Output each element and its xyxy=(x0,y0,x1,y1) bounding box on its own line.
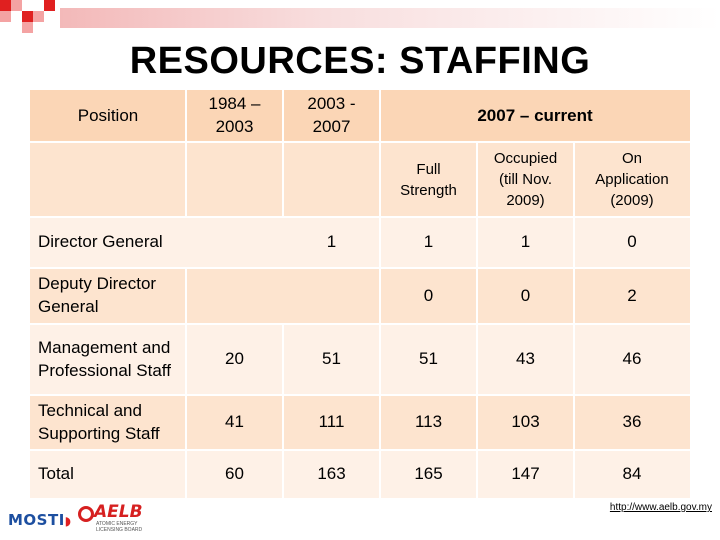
header-period-2003-2007: 2003 - 2007 xyxy=(283,90,380,142)
row-label-director-general: Director General xyxy=(30,217,283,268)
table-cell: 165 xyxy=(380,450,477,498)
page-title: RESOURCES: STAFFING xyxy=(129,40,591,82)
grid-line xyxy=(185,268,187,498)
grid-line xyxy=(282,324,284,498)
deco-square xyxy=(22,22,33,33)
subheader-blank xyxy=(30,142,186,217)
subheader-occupied: Occupied (till Nov. 2009) xyxy=(477,142,574,217)
table-cell: 20 xyxy=(186,324,283,395)
grid-line xyxy=(30,323,690,325)
grid-line xyxy=(379,90,381,498)
subheader-on-application: On Application (2009) xyxy=(574,142,690,217)
subheader-full-strength: Full Strength xyxy=(380,142,477,217)
table-cell: 111 xyxy=(283,395,380,450)
table-cell: 60 xyxy=(186,450,283,498)
deco-square xyxy=(44,0,55,11)
mosti-logo-text: MOSTI xyxy=(8,511,65,529)
grid-line xyxy=(185,90,187,217)
row-label-management-professional: Management and Professional Staff xyxy=(30,324,186,395)
table-cell: 36 xyxy=(574,395,690,450)
decorative-header-band xyxy=(0,0,720,33)
row-label-deputy-director-general: Deputy Director General xyxy=(30,268,186,324)
table-cell: 103 xyxy=(477,395,574,450)
aelb-atom-icon xyxy=(78,506,94,522)
header-period-1984-2003: 1984 – 2003 xyxy=(186,90,283,142)
aelb-logo-text: AELB xyxy=(94,502,143,522)
subheader-blank xyxy=(283,142,380,217)
header-position-label: Position xyxy=(77,105,139,125)
grid-line xyxy=(282,90,284,217)
grid-line xyxy=(30,267,690,269)
row-label-total: Total xyxy=(30,450,186,498)
deco-square xyxy=(0,0,11,11)
table-cell: 1 xyxy=(477,217,574,268)
grid-line xyxy=(30,394,690,396)
table-cell: 1 xyxy=(283,217,380,268)
grid-line xyxy=(30,449,690,451)
mosti-swoosh-icon: ◗ xyxy=(64,514,72,528)
header-period-2007-current: 2007 – current xyxy=(380,90,690,142)
grid-line xyxy=(476,142,478,498)
grid-line xyxy=(30,216,690,218)
grid-line xyxy=(30,141,690,143)
table-cell: 0 xyxy=(477,268,574,324)
table-cell: 113 xyxy=(380,395,477,450)
table-cell: 147 xyxy=(477,450,574,498)
deco-square xyxy=(11,0,22,11)
table-cell: 51 xyxy=(283,324,380,395)
table-cell: 46 xyxy=(574,324,690,395)
table-cell: 2 xyxy=(574,268,690,324)
aelb-logo: AELB ATOMIC ENERGY LICENSING BOARD xyxy=(76,500,156,534)
row-label-technical-supporting: Technical and Supporting Staff xyxy=(30,395,186,450)
table-cell: 41 xyxy=(186,395,283,450)
deco-square xyxy=(22,11,33,22)
table-cell: 1 xyxy=(380,217,477,268)
aelb-logo-subtitle: ATOMIC ENERGY LICENSING BOARD xyxy=(96,521,143,533)
table-cell: 51 xyxy=(380,324,477,395)
mosti-logo: MOSTI◗ xyxy=(8,511,72,529)
table-cell: 0 xyxy=(380,268,477,324)
table-cell xyxy=(186,268,380,324)
table-cell: 163 xyxy=(283,450,380,498)
subheader-blank xyxy=(186,142,283,217)
table-cell: 0 xyxy=(574,217,690,268)
website-link[interactable]: http://www.aelb.gov.my xyxy=(609,502,712,513)
header-position: Position xyxy=(30,90,186,142)
deco-square xyxy=(33,11,44,22)
deco-square xyxy=(0,11,11,22)
grid-line xyxy=(573,142,575,498)
table-cell: 84 xyxy=(574,450,690,498)
staffing-table: Position 1984 – 2003 2003 - 2007 2007 – … xyxy=(30,90,690,498)
table-cell: 43 xyxy=(477,324,574,395)
gradient-bar xyxy=(60,8,720,28)
